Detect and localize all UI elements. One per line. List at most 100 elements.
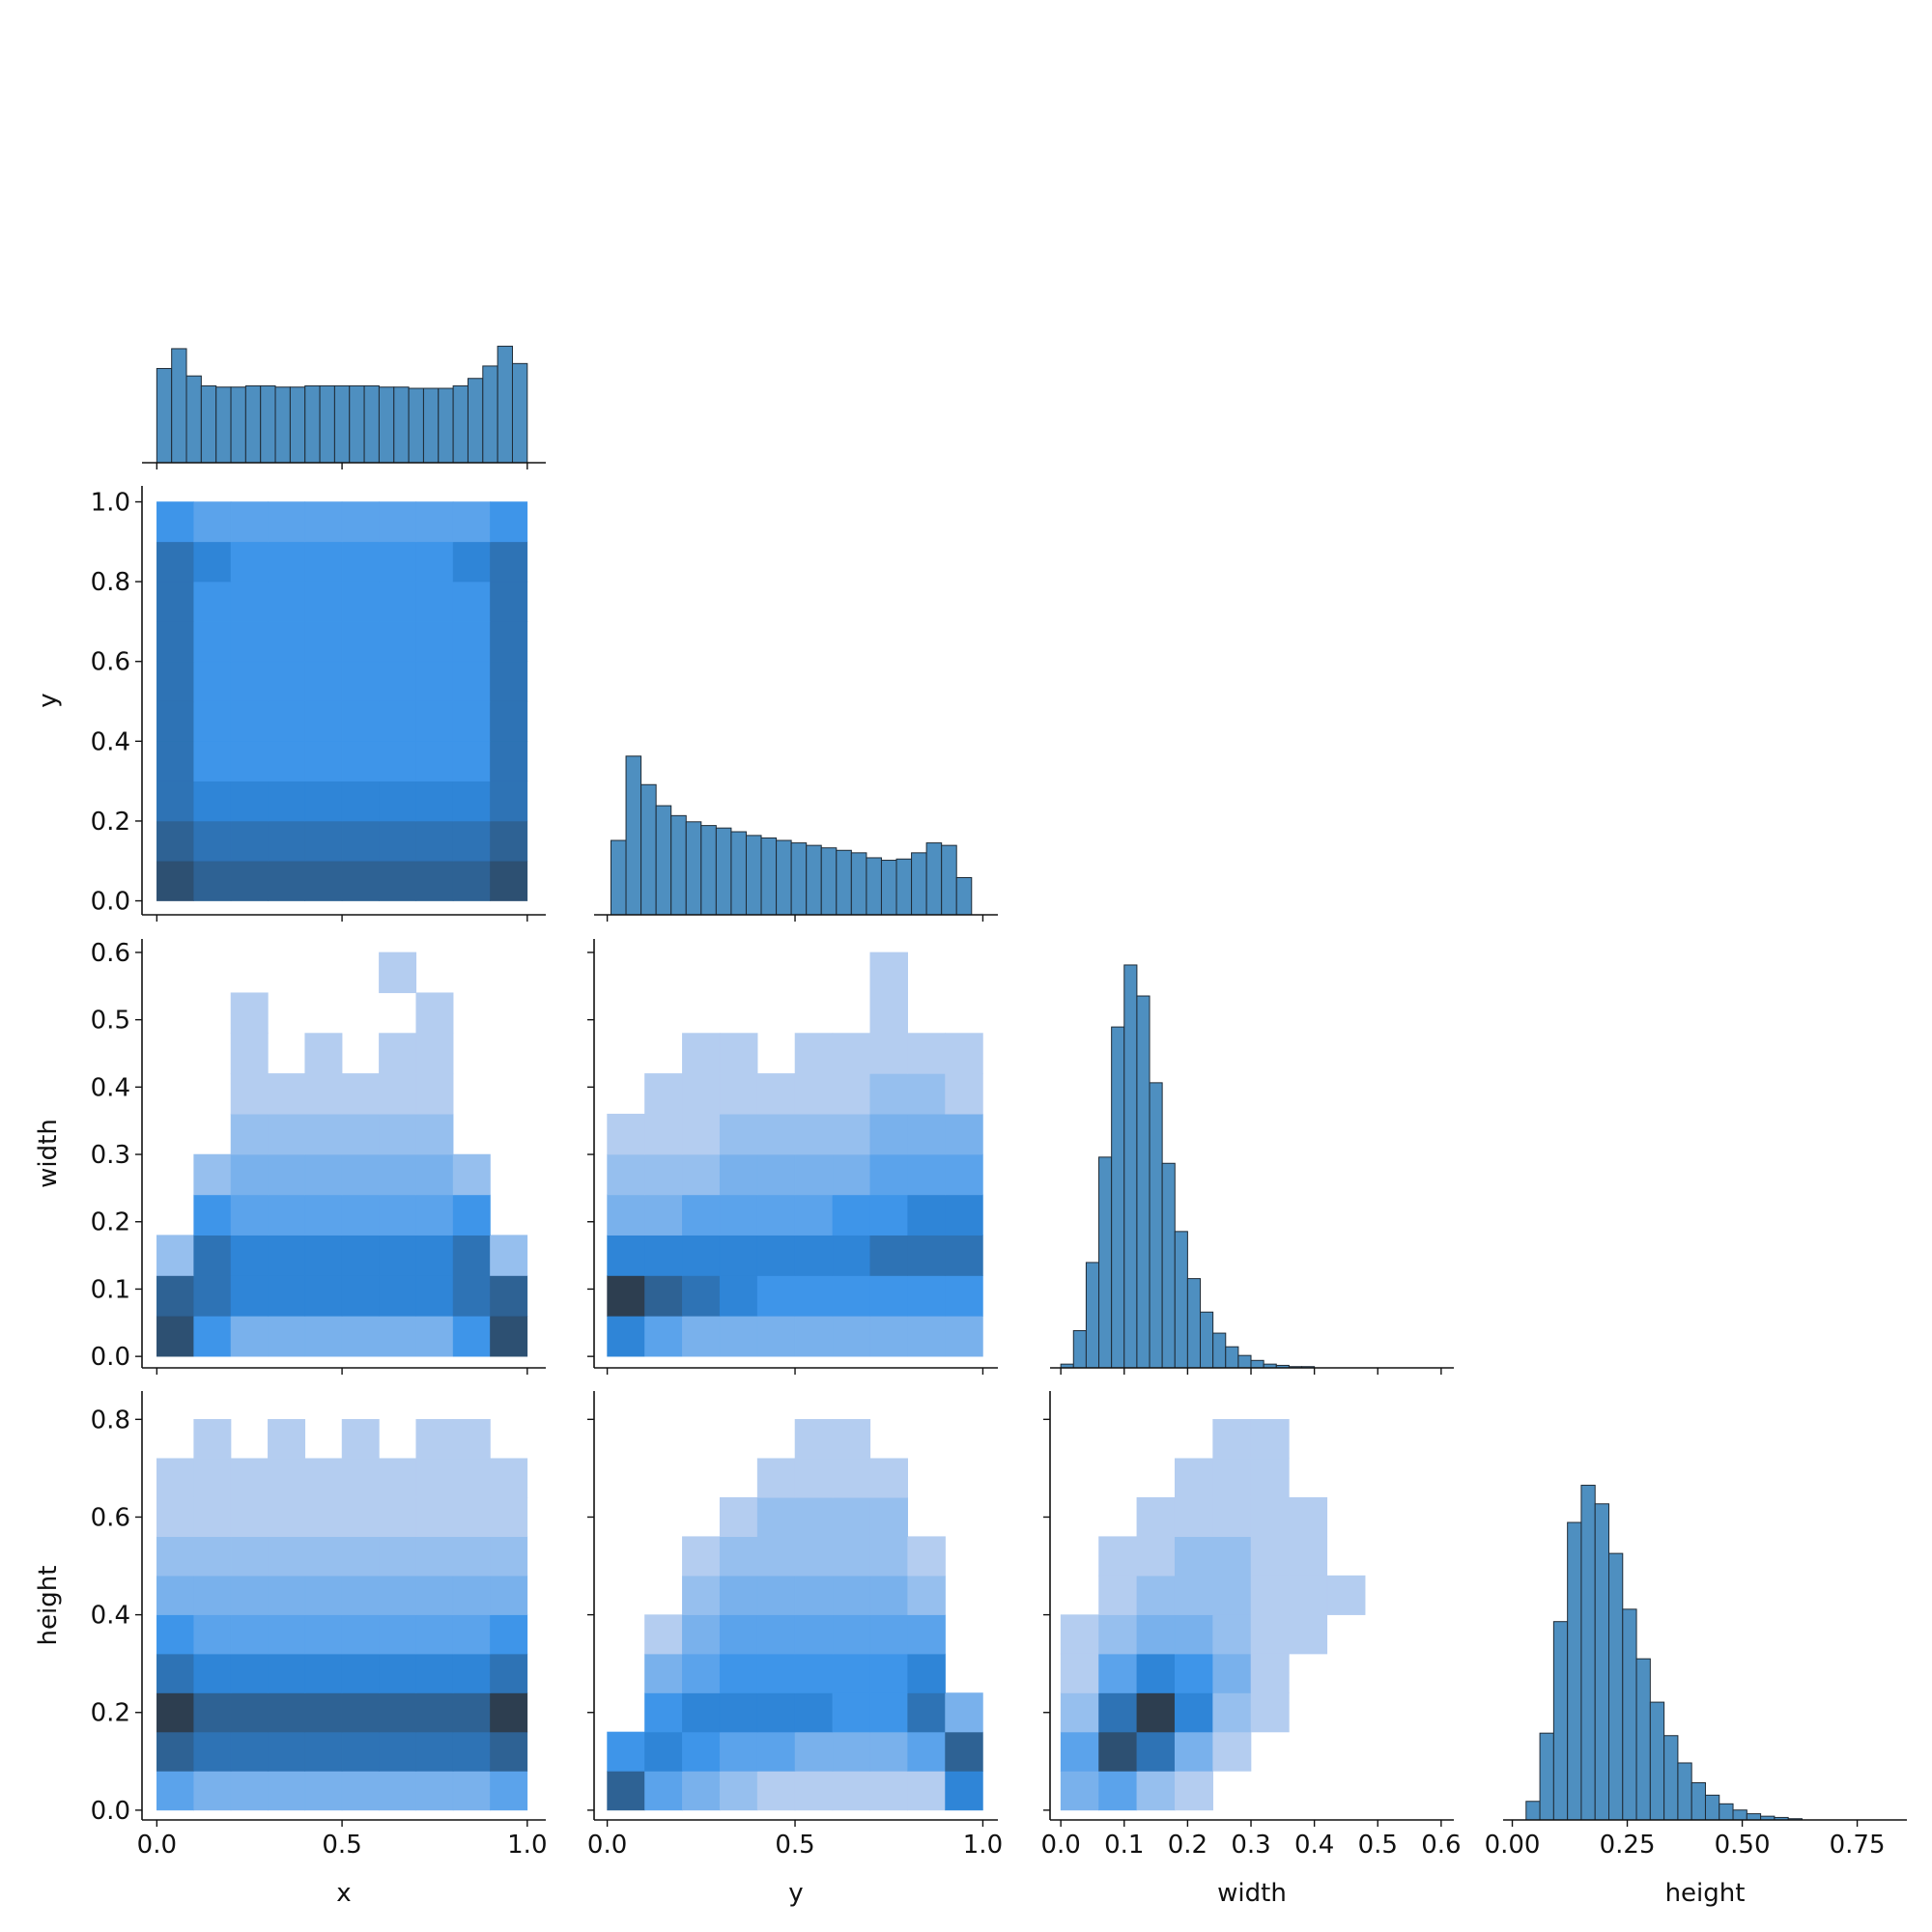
heatmap-cell xyxy=(415,1771,454,1811)
histogram-bar xyxy=(1174,1231,1188,1369)
heatmap-cell xyxy=(230,992,269,1034)
heatmap-cell xyxy=(832,1153,871,1196)
heatmap-cell xyxy=(156,1692,194,1733)
heatmap-cell xyxy=(832,1692,871,1733)
heatmap-cell xyxy=(194,952,231,993)
heatmap-cell xyxy=(490,1771,528,1811)
heatmap-cell xyxy=(1404,1537,1441,1576)
histogram-bar xyxy=(1111,1026,1125,1369)
histogram-bar xyxy=(1186,1278,1202,1369)
heatmap-cell xyxy=(268,1073,306,1115)
heatmap-cell xyxy=(1251,1732,1289,1771)
heatmap-cell xyxy=(607,1316,645,1357)
histogram-bar xyxy=(1539,1732,1554,1821)
heatmap-cell xyxy=(230,1113,269,1155)
heatmap-cell xyxy=(379,1575,417,1615)
heatmap-cell xyxy=(1327,1771,1365,1809)
y-tick-label: 0.2 xyxy=(91,1699,130,1728)
histogram-bar xyxy=(215,386,232,464)
histogram-bar xyxy=(408,387,424,464)
heatmap-cell xyxy=(379,501,417,543)
heatmap-cell xyxy=(719,1194,758,1236)
histogram-bar xyxy=(1704,1794,1720,1821)
histogram-bar xyxy=(393,386,410,464)
heatmap-cell xyxy=(1250,1653,1290,1693)
heatmap-cell xyxy=(608,952,645,993)
heatmap-cell xyxy=(907,1653,946,1693)
heatmap-cell xyxy=(644,1576,682,1614)
y-tick-label: 0.0 xyxy=(91,1797,130,1826)
heatmap-cell xyxy=(1060,1692,1099,1733)
heatmap-cell xyxy=(156,1235,194,1276)
heatmap-cell xyxy=(193,1575,232,1615)
heatmap-cell xyxy=(193,581,232,622)
histogram-bar xyxy=(482,365,498,464)
heatmap-cell xyxy=(719,1235,758,1276)
histogram-bar xyxy=(1677,1762,1692,1821)
heatmap-cell xyxy=(756,1575,796,1615)
heatmap-cell xyxy=(156,661,194,702)
heatmap-cell xyxy=(869,1275,908,1317)
heatmap-cell xyxy=(945,1771,983,1811)
heatmap-cell xyxy=(1098,1692,1138,1733)
heatmap-cell xyxy=(1212,1692,1252,1733)
y-tick-label: 0.1 xyxy=(91,1275,130,1304)
heatmap-cell xyxy=(757,993,795,1034)
heatmap-cell xyxy=(453,1073,490,1114)
heatmap-cell xyxy=(452,781,491,822)
histogram-bar xyxy=(911,852,927,916)
heatmap-cell xyxy=(1365,1419,1403,1458)
heatmap-cell xyxy=(832,1275,871,1317)
heatmap-cell xyxy=(1212,1731,1252,1772)
heatmap-cell xyxy=(1212,1653,1252,1693)
heatmap-cell xyxy=(608,1693,645,1732)
heatmap-cell xyxy=(682,1614,721,1655)
heatmap-cell xyxy=(682,1536,721,1577)
heatmap-cell xyxy=(490,621,528,663)
histogram-bar xyxy=(1212,1332,1227,1369)
heatmap-cell xyxy=(304,1496,343,1537)
heatmap-cell xyxy=(156,581,194,622)
heatmap-cell xyxy=(1404,1615,1441,1654)
heatmap-cell xyxy=(304,700,343,742)
heatmap-cell xyxy=(452,741,491,781)
heatmap-cell xyxy=(156,1034,193,1074)
heatmap-cell xyxy=(682,1073,721,1115)
heatmap-cell xyxy=(1174,1496,1213,1537)
heatmap-cell xyxy=(946,1419,983,1458)
histogram-bar xyxy=(1663,1735,1679,1821)
histogram-bar xyxy=(1149,1082,1163,1369)
heatmap-cell xyxy=(452,1419,491,1460)
heatmap-cell xyxy=(720,1419,757,1458)
heatmap-cell xyxy=(832,1496,871,1537)
heatmap-cell xyxy=(379,1153,417,1196)
heatmap-cell xyxy=(869,1536,908,1577)
heatmap-cell xyxy=(341,741,380,781)
histogram-bar xyxy=(333,384,351,464)
histogram-bar xyxy=(836,849,852,916)
heatmap-cell xyxy=(156,1731,194,1772)
heatmap-cell xyxy=(193,1235,232,1276)
heatmap-cell xyxy=(682,1419,720,1458)
heatmap-cell xyxy=(230,1073,269,1115)
heatmap-cell xyxy=(490,952,526,993)
heatmap-cell xyxy=(682,1497,720,1536)
histogram-bar xyxy=(760,837,778,916)
heatmap-cell xyxy=(452,621,491,663)
heatmap-cell xyxy=(907,1033,946,1074)
heatmap-cell xyxy=(832,1194,871,1236)
heatmap-cell xyxy=(869,1033,908,1074)
heatmap-cell xyxy=(156,1614,194,1655)
heatmap-cell xyxy=(415,501,454,543)
heatmap-cell xyxy=(1404,1576,1441,1614)
heatmap-cell xyxy=(608,1576,645,1614)
heatmap-cell xyxy=(156,541,194,582)
heatmap-cell xyxy=(1289,1732,1326,1771)
heatmap-cell xyxy=(193,1458,232,1498)
heatmap-cell xyxy=(1174,1458,1213,1498)
heatmap-cell xyxy=(1327,1615,1365,1654)
heatmap-cell xyxy=(452,541,491,582)
heatmap-cell xyxy=(268,1731,306,1772)
heatmap-cell xyxy=(230,1614,269,1655)
heatmap-cell xyxy=(230,1153,269,1196)
